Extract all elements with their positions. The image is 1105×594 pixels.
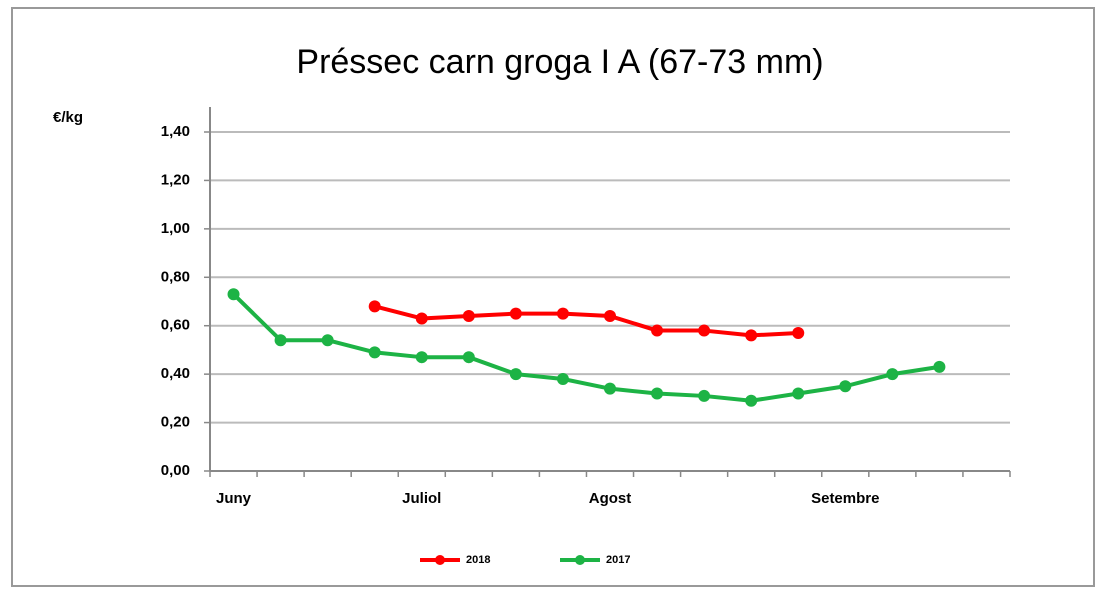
data-point <box>604 382 616 395</box>
data-point <box>651 387 664 400</box>
data-point <box>839 380 852 393</box>
data-point <box>415 312 428 325</box>
x-tick-label: Juny <box>216 490 252 507</box>
data-point <box>227 288 240 301</box>
y-tick-label: 1,20 <box>161 171 190 188</box>
data-point <box>792 387 805 400</box>
data-point <box>933 360 946 373</box>
y-tick-label: 0,80 <box>161 268 190 285</box>
y-tick-label: 0,40 <box>161 365 190 382</box>
y-tick-label: 0,00 <box>161 462 190 479</box>
data-point <box>462 351 475 364</box>
data-point <box>321 334 334 347</box>
y-tick-label: 1,00 <box>161 220 190 237</box>
y-tick-label: 0,60 <box>161 317 190 334</box>
legend-marker <box>575 555 585 565</box>
series-line <box>232 292 940 403</box>
data-point <box>698 389 711 402</box>
legend-label: 2018 <box>466 554 490 566</box>
legend-marker <box>435 555 445 565</box>
data-point <box>698 324 711 337</box>
data-point <box>556 372 569 385</box>
data-point <box>415 351 428 364</box>
data-point <box>604 310 616 323</box>
data-point <box>745 329 758 342</box>
data-point <box>556 307 569 320</box>
chart-title: Préssec carn groga I A (67-73 mm) <box>296 43 823 81</box>
data-point <box>792 326 805 339</box>
y-tick-label: 0,20 <box>161 414 190 431</box>
data-point <box>509 368 522 381</box>
data-point <box>651 324 664 337</box>
x-tick-label: Agost <box>589 490 632 507</box>
data-point <box>274 334 287 347</box>
chart-frame <box>11 7 1095 587</box>
legend-label: 2017 <box>606 554 630 566</box>
data-point <box>462 310 475 323</box>
x-tick-label: Juliol <box>402 490 441 507</box>
data-point <box>368 346 381 359</box>
data-point <box>745 394 758 407</box>
data-point <box>368 300 381 313</box>
series-line <box>374 304 799 338</box>
y-tick-label: 1,40 <box>161 123 190 140</box>
x-tick-label: Setembre <box>811 490 879 507</box>
data-point <box>509 307 522 320</box>
y-axis-label: €/kg <box>53 109 83 126</box>
data-point <box>886 368 899 381</box>
